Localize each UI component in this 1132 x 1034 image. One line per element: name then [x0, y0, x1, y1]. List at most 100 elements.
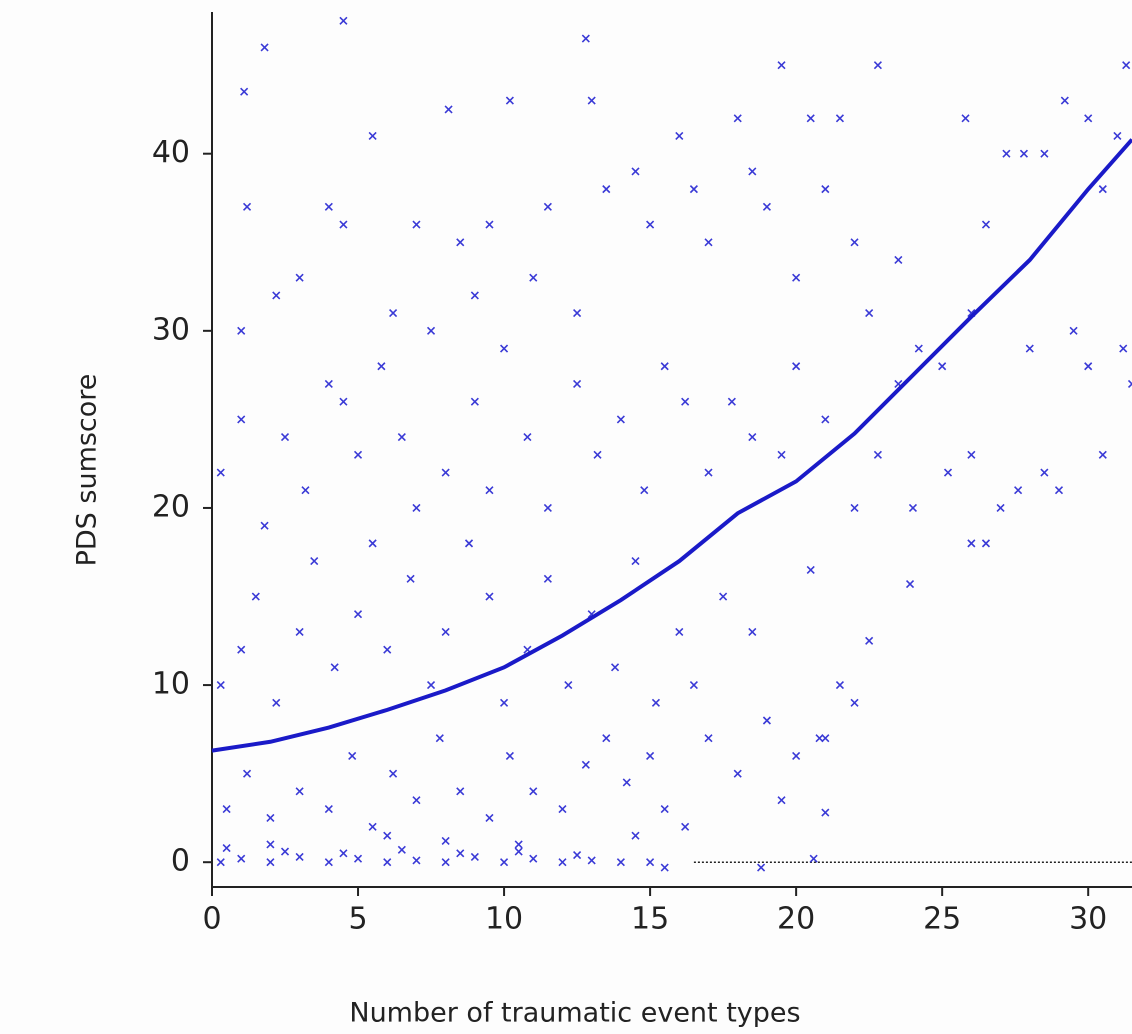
point — [806, 114, 815, 123]
point — [835, 114, 845, 123]
point — [581, 760, 590, 769]
point — [631, 831, 640, 840]
point — [406, 574, 415, 583]
point — [651, 698, 661, 707]
point — [339, 16, 348, 25]
point — [353, 450, 363, 459]
point — [689, 185, 698, 194]
y-tick-label: 30 — [152, 312, 190, 347]
point — [967, 539, 976, 548]
point — [412, 503, 421, 513]
point — [602, 185, 611, 194]
point — [1084, 114, 1093, 123]
point — [894, 255, 903, 265]
point — [850, 238, 859, 247]
point — [505, 96, 514, 105]
point — [981, 539, 991, 548]
point — [339, 849, 348, 858]
point — [529, 273, 538, 282]
point — [631, 167, 640, 176]
point — [1119, 344, 1128, 353]
point — [1025, 344, 1034, 353]
y-tick-label: 40 — [152, 135, 190, 170]
x-tick-label: 0 — [202, 902, 221, 937]
point — [324, 858, 333, 867]
point — [324, 379, 333, 389]
point — [640, 486, 649, 495]
point — [762, 716, 771, 725]
point — [266, 813, 275, 822]
point — [564, 681, 573, 690]
point — [216, 681, 225, 690]
point — [821, 808, 830, 817]
point — [821, 734, 830, 743]
point — [470, 852, 479, 861]
point — [353, 854, 363, 863]
point — [981, 220, 991, 229]
point — [514, 847, 523, 856]
point — [412, 796, 421, 805]
point — [777, 61, 786, 70]
y-tick-label: 0 — [171, 844, 190, 879]
point — [719, 592, 728, 601]
point — [339, 220, 348, 229]
point — [835, 681, 845, 690]
point — [242, 202, 252, 211]
point — [1122, 61, 1131, 70]
point — [865, 636, 874, 645]
point — [1069, 326, 1078, 335]
point — [301, 486, 310, 495]
point — [573, 309, 582, 318]
point — [324, 804, 333, 814]
point — [748, 627, 757, 637]
y-axis-label: PDS sumscore — [72, 374, 103, 567]
point — [850, 503, 859, 513]
point — [470, 291, 479, 300]
point — [660, 804, 669, 814]
point — [1098, 450, 1107, 459]
x-tick-label: 10 — [485, 902, 523, 937]
x-tick-label: 25 — [923, 902, 961, 937]
point — [383, 645, 392, 654]
x-tick-label: 5 — [348, 902, 367, 937]
point — [675, 627, 684, 637]
point — [757, 863, 766, 872]
point — [295, 787, 304, 796]
point — [485, 220, 494, 229]
point — [704, 468, 713, 477]
point — [727, 397, 736, 406]
point — [505, 751, 514, 760]
point — [675, 131, 684, 141]
point — [573, 379, 582, 389]
point — [499, 344, 509, 353]
point — [280, 847, 290, 856]
point — [216, 858, 225, 867]
point — [412, 856, 421, 865]
point — [348, 751, 357, 760]
point — [377, 362, 386, 371]
point — [339, 397, 348, 406]
point — [815, 734, 824, 743]
point — [368, 539, 377, 548]
point — [222, 843, 231, 853]
point — [237, 645, 246, 654]
x-axis-label: Number of traumatic event types — [349, 998, 800, 1029]
point — [456, 849, 465, 858]
point — [523, 433, 532, 442]
point — [850, 698, 859, 707]
point — [792, 751, 801, 760]
point — [762, 202, 771, 211]
point — [237, 326, 246, 335]
point — [558, 858, 567, 867]
point — [441, 858, 450, 867]
point — [543, 202, 552, 211]
point — [260, 521, 269, 530]
point — [646, 858, 655, 867]
point — [295, 627, 304, 637]
point — [1084, 362, 1093, 371]
point — [792, 362, 801, 371]
point — [1113, 131, 1122, 141]
point — [1060, 96, 1069, 105]
point — [242, 769, 252, 778]
